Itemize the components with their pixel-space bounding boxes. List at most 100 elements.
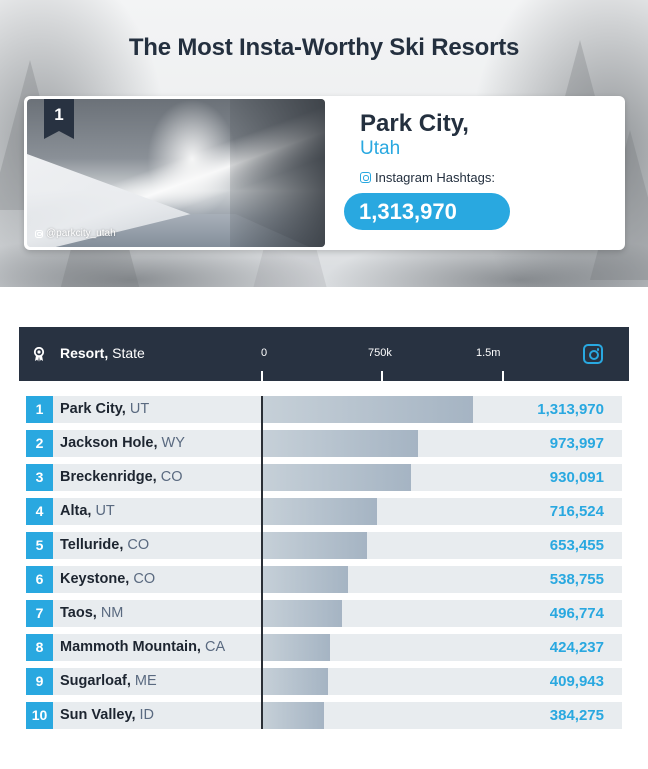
resort-label: Jackson Hole, WY (60, 430, 185, 457)
instagram-icon (583, 344, 603, 364)
resort-state: CO (123, 537, 150, 553)
award-ribbon-icon (33, 347, 45, 362)
table-row: 3 Breckenridge, CO 930,091 (26, 464, 622, 491)
value-bar (262, 464, 411, 491)
instagram-icon (360, 172, 371, 183)
rank-badge: 6 (26, 566, 53, 593)
value-bar (262, 668, 328, 695)
photo-credit: @parkcity_utah (35, 228, 116, 239)
resort-label: Alta, UT (60, 498, 115, 525)
featured-resort-info: Park City, Utah Instagram Hashtags: (360, 110, 620, 185)
hashtag-value: 384,275 (549, 707, 604, 724)
table-row: 8 Mammoth Mountain, CA 424,237 (26, 634, 622, 661)
value-bar (262, 498, 377, 525)
axis-tick-0 (261, 371, 263, 381)
resort-state: UT (91, 503, 115, 519)
axis-tick-label-0: 0 (261, 347, 268, 359)
resort-label: Sun Valley, ID (60, 702, 154, 729)
hashtag-label-text: Instagram Hashtags: (375, 170, 495, 185)
resort-name: Telluride, (60, 537, 124, 553)
column-label-resort-state: Resort, State (60, 345, 145, 361)
photo-trees (230, 99, 325, 247)
table-row: 6 Keystone, CO 538,755 (26, 566, 622, 593)
resort-state: ID (135, 707, 155, 723)
resort-state: ME (130, 673, 157, 689)
hashtag-value: 1,313,970 (537, 401, 604, 418)
rank-badge: 5 (26, 532, 53, 559)
ranking-list: 1 Park City, UT 1,313,970 2 Jackson Hole… (26, 396, 622, 736)
value-bar (262, 566, 348, 593)
photo-fog (147, 99, 237, 219)
value-bar (262, 702, 324, 729)
table-row: 9 Sugarloaf, ME 409,943 (26, 668, 622, 695)
resort-state: NM (96, 605, 124, 621)
table-row: 10 Sun Valley, ID 384,275 (26, 702, 622, 729)
table-row: 7 Taos, NM 496,774 (26, 600, 622, 627)
page-title: The Most Insta-Worthy Ski Resorts (128, 34, 520, 61)
rank-badge: 9 (26, 668, 53, 695)
axis-tick-label-1.5m: 1.5m (476, 347, 501, 359)
resort-name: Taos, (60, 605, 97, 621)
table-row: 5 Telluride, CO 653,455 (26, 532, 622, 559)
resort-state: CA (200, 639, 226, 655)
rank-badge: 1 (26, 396, 53, 423)
value-bar (262, 396, 473, 423)
resort-name: Jackson Hole, (60, 435, 158, 451)
value-bar (262, 634, 330, 661)
hero-banner: The Most Insta-Worthy Ski Resorts 1 @par… (0, 0, 648, 287)
rank-ribbon: 1 (44, 99, 74, 139)
axis-tick-label-750k: 750k (368, 347, 392, 359)
rank-badge: 10 (26, 702, 53, 729)
featured-resort-card: 1 @parkcity_utah Park City, Utah Instagr… (24, 96, 625, 250)
rank-badge: 8 (26, 634, 53, 661)
resort-name: Sun Valley, (60, 707, 136, 723)
column-label-state: State (108, 345, 145, 361)
resort-label: Park City, UT (60, 396, 149, 423)
zero-axis-line (261, 396, 263, 729)
resort-name: Mammoth Mountain, (60, 639, 201, 655)
resort-label: Taos, NM (60, 600, 123, 627)
hashtag-value: 716,524 (549, 503, 604, 520)
resort-state: UT (125, 401, 150, 417)
column-label-resort: Resort, (60, 345, 109, 361)
value-bar (262, 600, 342, 627)
resort-label: Breckenridge, CO (60, 464, 183, 491)
resort-label: Keystone, CO (60, 566, 155, 593)
hashtag-label: Instagram Hashtags: (360, 170, 620, 185)
rank-badge: 7 (26, 600, 53, 627)
featured-resort-state: Utah (360, 138, 401, 159)
hashtag-value: 930,091 (549, 469, 604, 486)
resort-name: Park City, (60, 401, 126, 417)
hashtag-value: 424,237 (549, 639, 604, 656)
resort-label: Telluride, CO (60, 532, 149, 559)
table-row: 1 Park City, UT 1,313,970 (26, 396, 622, 423)
resort-state: CO (156, 469, 183, 485)
value-bar (262, 532, 367, 559)
rank-badge: 3 (26, 464, 53, 491)
axis-tick-750k (381, 371, 383, 381)
table-row: 4 Alta, UT 716,524 (26, 498, 622, 525)
table-row: 2 Jackson Hole, WY 973,997 (26, 430, 622, 457)
instagram-icon (35, 229, 43, 238)
resort-name: Breckenridge, (60, 469, 157, 485)
resort-label: Mammoth Mountain, CA (60, 634, 225, 661)
featured-resort-name: Park City, (360, 110, 469, 137)
rank-badge: 2 (26, 430, 53, 457)
hashtag-value: 538,755 (549, 571, 604, 588)
rank-badge: 4 (26, 498, 53, 525)
resort-photo: 1 @parkcity_utah (27, 99, 325, 247)
axis-tick-1.5m (502, 371, 504, 381)
hashtag-value: 496,774 (549, 605, 604, 622)
resort-name: Alta, (60, 503, 92, 519)
chart-header: Resort, State 0 750k 1.5m (19, 327, 629, 381)
resort-name: Sugarloaf, (60, 673, 131, 689)
resort-label: Sugarloaf, ME (60, 668, 157, 695)
hashtag-value: 653,455 (549, 537, 604, 554)
hashtag-count-badge: 1,313,970 (344, 193, 510, 230)
hashtag-value: 973,997 (549, 435, 604, 452)
resort-state: WY (157, 435, 185, 451)
photo-credit-handle: @parkcity_utah (46, 228, 116, 239)
hashtag-value: 409,943 (549, 673, 604, 690)
resort-state: CO (129, 571, 156, 587)
value-bar (262, 430, 418, 457)
